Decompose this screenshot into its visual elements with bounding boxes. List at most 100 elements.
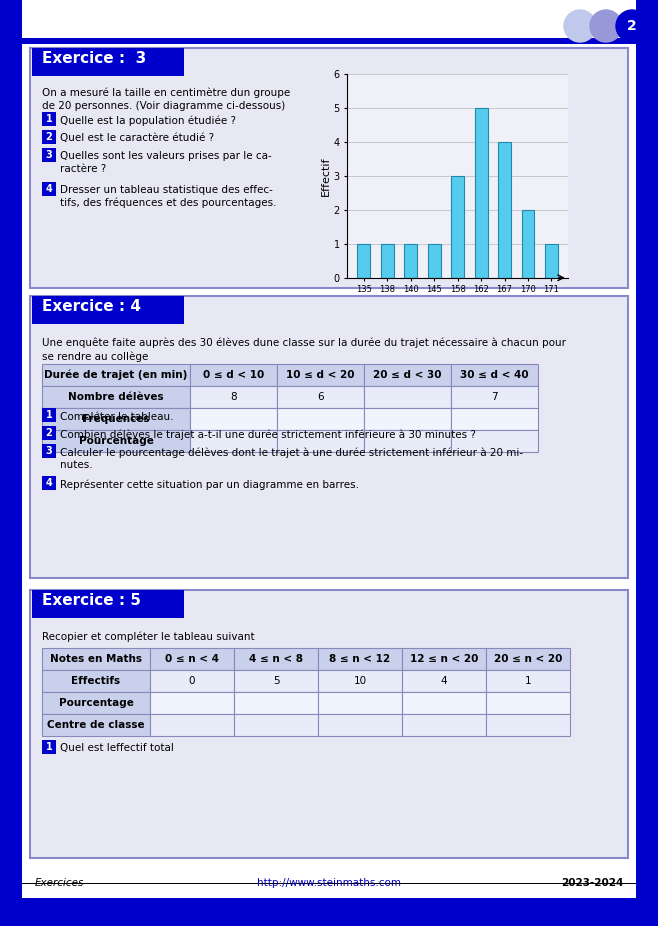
Bar (277, 408, 364, 430)
Text: Effectifs: Effectifs (72, 676, 120, 686)
Text: Représenter cette situation par un diagramme en barres.: Représenter cette situation par un diagr… (60, 479, 359, 490)
Text: 4: 4 (45, 184, 53, 194)
Bar (42, 476, 56, 490)
Bar (451, 408, 538, 430)
Bar (42, 148, 56, 162)
Text: Pourcentage: Pourcentage (59, 698, 134, 708)
Bar (150, 714, 234, 736)
Text: Exercices: Exercices (35, 878, 84, 888)
Bar (0, 0, 22, 926)
Text: 30 ≤ d < 40: 30 ≤ d < 40 (460, 370, 529, 380)
Bar (150, 670, 234, 692)
Text: se rendre au collège: se rendre au collège (42, 351, 148, 361)
Bar (42, 692, 150, 714)
Text: 4: 4 (441, 676, 447, 686)
Bar (234, 670, 318, 692)
Text: 4: 4 (45, 478, 53, 488)
Text: 12 ≤ n < 20: 12 ≤ n < 20 (410, 654, 478, 664)
Text: Quel est le caractère étudié ?: Quel est le caractère étudié ? (60, 133, 214, 143)
Bar (428, 244, 441, 278)
Bar (0, 898, 658, 926)
Text: Taille (en cm): Taille (en cm) (0, 925, 1, 926)
Bar (318, 648, 402, 670)
Text: 2: 2 (45, 132, 53, 142)
Text: 0 ≤ d < 10: 0 ≤ d < 10 (203, 370, 264, 380)
Text: 1: 1 (45, 114, 53, 124)
Bar (190, 364, 277, 386)
Text: 20 ≤ d < 30: 20 ≤ d < 30 (373, 370, 442, 380)
Bar (402, 648, 486, 670)
Text: 5: 5 (272, 676, 279, 686)
Text: 2: 2 (627, 19, 637, 33)
Text: 6: 6 (317, 392, 324, 402)
Text: 1: 1 (45, 410, 53, 420)
Bar (486, 692, 570, 714)
Text: 10 ≤ d < 20: 10 ≤ d < 20 (286, 370, 355, 380)
Bar (42, 740, 56, 754)
Bar (32, 296, 184, 324)
Bar (277, 430, 364, 452)
Bar (486, 714, 570, 736)
Bar (364, 364, 451, 386)
Bar (42, 112, 56, 126)
Text: ractère ?: ractère ? (60, 164, 106, 174)
Bar (318, 670, 402, 692)
Text: 3: 3 (45, 446, 53, 456)
Bar (486, 670, 570, 692)
Bar (22, 38, 636, 44)
Bar (277, 364, 364, 386)
Text: nutes.: nutes. (60, 460, 93, 470)
Bar (190, 408, 277, 430)
Text: On a mesuré la taille en centimètre dun groupe: On a mesuré la taille en centimètre dun … (42, 88, 290, 98)
Bar (402, 692, 486, 714)
Text: 7: 7 (491, 392, 498, 402)
Bar (42, 444, 56, 458)
Bar (32, 590, 184, 618)
Bar (22, 883, 636, 884)
Text: 8 ≤ n < 12: 8 ≤ n < 12 (330, 654, 391, 664)
Bar (42, 182, 56, 196)
Bar (42, 130, 56, 144)
Bar (42, 426, 56, 440)
Text: tifs, des fréquences et des pourcentages.: tifs, des fréquences et des pourcentages… (60, 198, 276, 208)
Bar (451, 430, 538, 452)
Bar (42, 364, 190, 386)
Bar (402, 670, 486, 692)
Text: Pourcentage: Pourcentage (78, 436, 153, 446)
Bar (150, 648, 234, 670)
Bar (404, 244, 417, 278)
Text: 4 ≤ n < 8: 4 ≤ n < 8 (249, 654, 303, 664)
Bar (150, 692, 234, 714)
Bar (234, 714, 318, 736)
Bar (42, 408, 190, 430)
Bar (364, 386, 451, 408)
Text: http://www.steinmaths.com: http://www.steinmaths.com (257, 878, 401, 888)
Text: 8: 8 (230, 392, 237, 402)
Bar (42, 648, 150, 670)
Bar (234, 648, 318, 670)
Bar (357, 244, 370, 278)
Bar (190, 386, 277, 408)
Text: Calculer le pourcentage délèves dont le trajet à une durée strictement inférieur: Calculer le pourcentage délèves dont le … (60, 447, 523, 457)
Text: 20 ≤ n < 20: 20 ≤ n < 20 (494, 654, 562, 664)
Bar (42, 670, 150, 692)
Bar (636, 0, 658, 926)
Text: 1: 1 (524, 676, 531, 686)
Text: Nombre délèves: Nombre délèves (68, 392, 164, 402)
Bar (364, 430, 451, 452)
Bar (451, 386, 538, 408)
Circle shape (564, 10, 596, 42)
Circle shape (590, 10, 622, 42)
Text: Une enquête faite auprès des 30 élèves dune classe sur la durée du trajet nécess: Une enquête faite auprès des 30 élèves d… (42, 338, 566, 348)
Text: Exercice : 5: Exercice : 5 (42, 593, 141, 608)
Text: Exercice : 4: Exercice : 4 (42, 299, 141, 314)
Text: 10: 10 (353, 676, 367, 686)
Bar (30, 48, 628, 288)
Bar (474, 108, 488, 278)
Text: 2: 2 (45, 428, 53, 438)
Bar (318, 714, 402, 736)
Text: Compléter le tableau.: Compléter le tableau. (60, 411, 174, 421)
Text: Combien délèves le trajet a-t-il une durée strictement inférieure à 30 minutes ?: Combien délèves le trajet a-t-il une dur… (60, 429, 476, 440)
Y-axis label: Effectif: Effectif (320, 156, 331, 195)
Text: Dresser un tableau statistique des effec-: Dresser un tableau statistique des effec… (60, 185, 273, 195)
